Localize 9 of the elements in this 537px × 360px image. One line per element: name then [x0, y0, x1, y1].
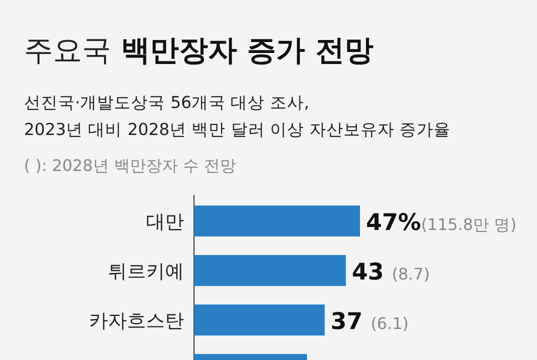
y-tick-label: 대만 [146, 211, 184, 233]
text: ( ): 2028년 백만장자 수 전망 [24, 156, 236, 175]
chart-subtitle: 선진국·개발도상국 56개국 대상 조사, 2023년 대비 2028년 백만 달러 이상 자산보유자 증가율 [24, 93, 451, 139]
data-label: 37 (6.1) [330, 309, 409, 335]
chart-title: 주요국 백만장자 증가 전망 [24, 33, 374, 67]
y-tick-label: 카자흐스탄 [89, 310, 184, 332]
y-tick-label: 튀르키예 [108, 260, 184, 282]
data-label: 43 (8.7) [352, 260, 430, 286]
data-label: 47%(115.8만 명) [366, 210, 516, 236]
